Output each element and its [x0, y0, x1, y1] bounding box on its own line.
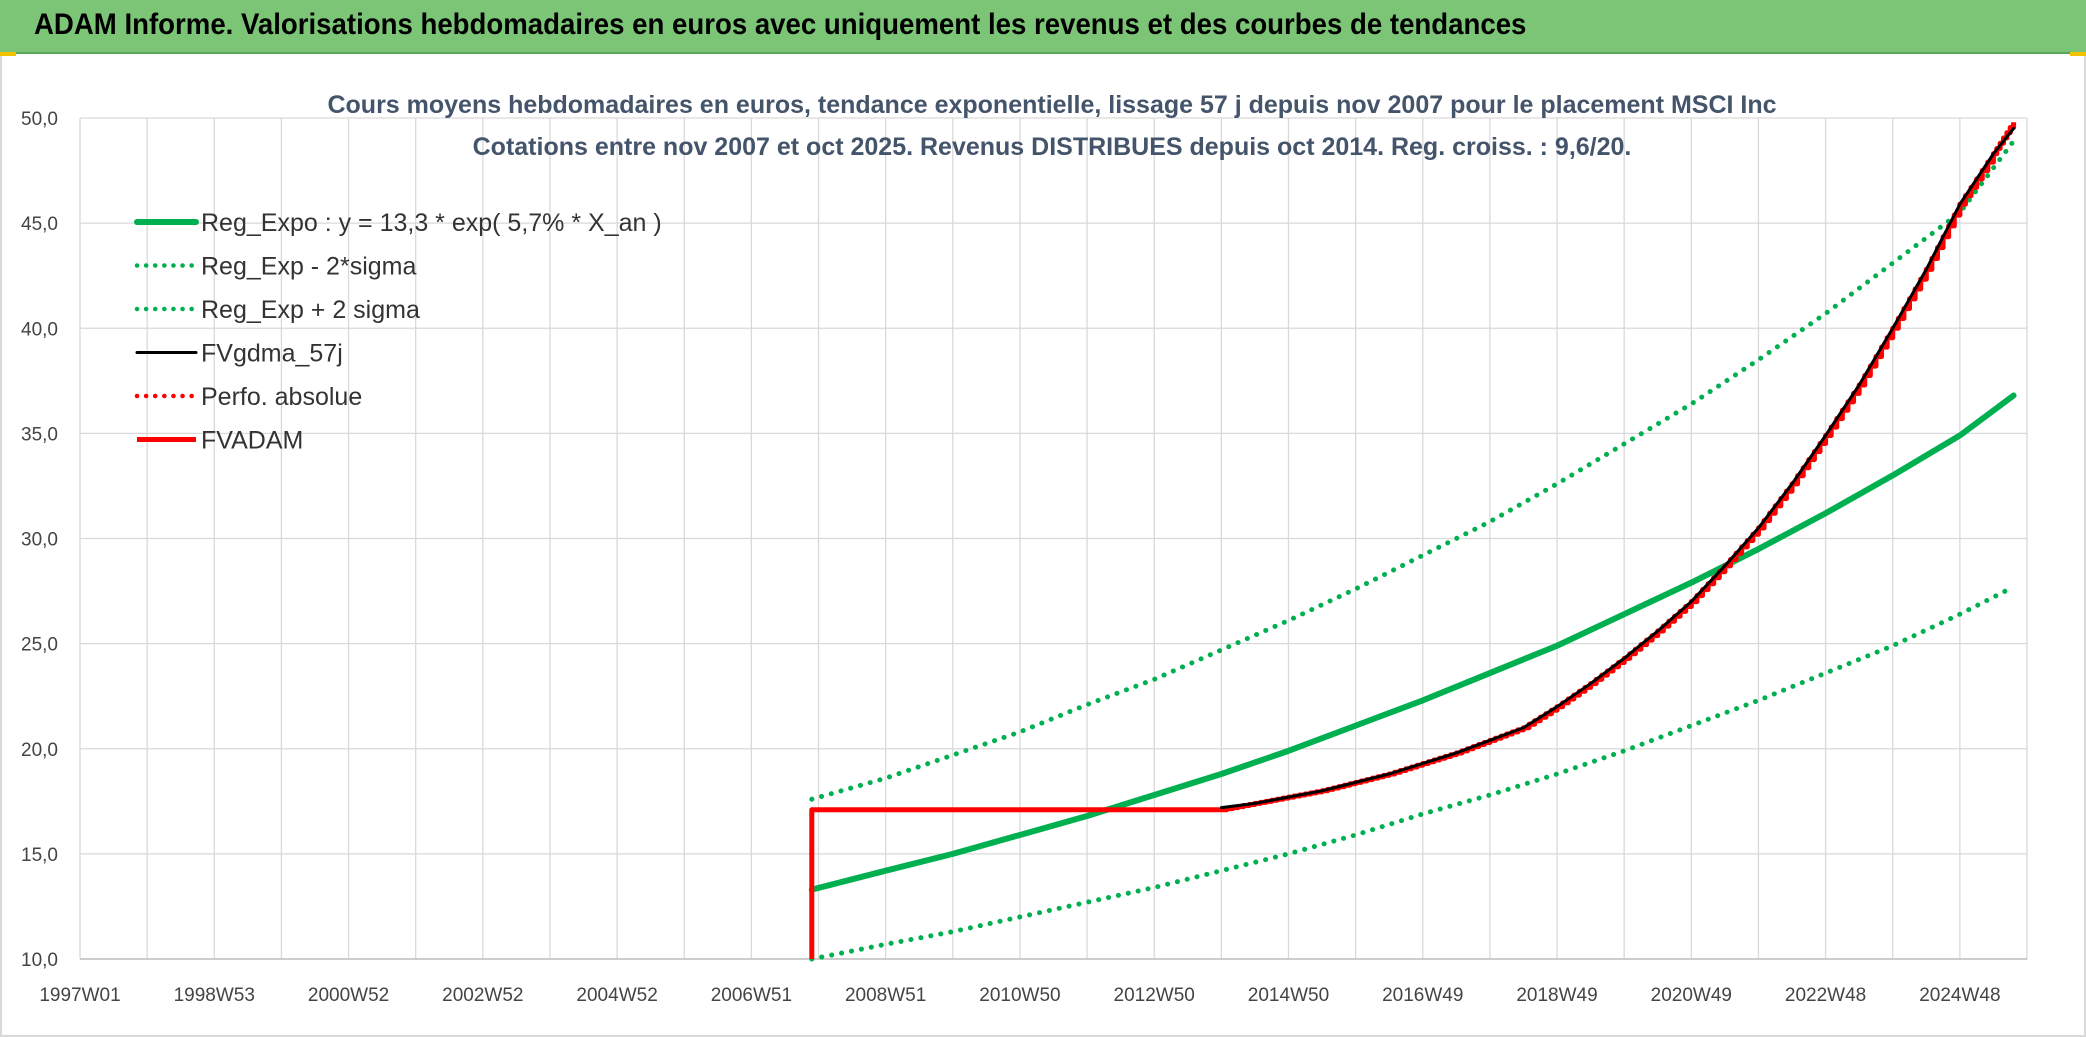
- x-tick-label: 2022W48: [1785, 985, 1866, 1006]
- legend-label: Reg_Exp + 2 sigma: [201, 296, 420, 324]
- x-tick-label: 2008W51: [845, 985, 926, 1006]
- x-tick-label: 2020W49: [1651, 985, 1732, 1006]
- y-tick-label: 20,0: [21, 740, 58, 761]
- y-tick-label: 15,0: [21, 845, 58, 866]
- x-axis-ticks: 1997W01 1998W53 2000W52 2002W52 2004W52 2006W…: [39, 985, 2000, 1006]
- y-tick-label: 35,0: [21, 424, 58, 445]
- legend-label: Reg_Expo : y = 13,3 * exp( 5,7% * X_an ): [201, 209, 662, 237]
- x-tick-label: 2024W48: [1919, 985, 2000, 1006]
- series-reg-exp-2-sigma-line: [809, 138, 2017, 802]
- series-reg-exp-2-sigma-line: [809, 584, 2017, 962]
- grid-lines: [79, 117, 2028, 960]
- chart-area: [0, 56, 2086, 1037]
- series-fvgdma-57j-line: [1219, 127, 2016, 810]
- x-tick-label: 1998W53: [174, 985, 255, 1006]
- corner-accent-top-left: [0, 52, 16, 58]
- y-tick-label: 40,0: [21, 319, 58, 340]
- x-tick-label: 2004W52: [576, 985, 657, 1006]
- chart-subtitle: Cotations entre nov 2007 et oct 2025. Re…: [473, 133, 1632, 161]
- x-tick-label: 2002W52: [442, 985, 523, 1006]
- chart-title: Cours moyens hebdomadaires en euros, ten…: [327, 91, 1776, 119]
- series-layer: [808, 122, 2017, 962]
- x-tick-label: 2012W50: [1114, 985, 1195, 1006]
- x-tick-label: 2010W50: [979, 985, 1060, 1006]
- x-tick-label: 2000W52: [308, 985, 389, 1006]
- legend-label: FVgdma_57j: [201, 340, 343, 368]
- series-reg-expo-y-13-3-exp-5-7-x-an-line: [808, 392, 2017, 893]
- x-tick-label: 2014W50: [1248, 985, 1329, 1006]
- legend-label: FVADAM: [201, 427, 303, 455]
- legend: Reg_Expo : y = 13,3 * exp( 5,7% * X_an )…: [134, 209, 662, 455]
- y-tick-label: 25,0: [21, 635, 58, 656]
- legend-label: Perfo. absolue: [201, 383, 362, 411]
- y-axis-ticks: 10,0 15,0 20,0 25,0 30,0 35,0 40,0 45,0 50,0: [21, 109, 58, 971]
- corner-accent-top-right: [2070, 52, 2086, 58]
- page-title: ADAM Informe. Valorisations hebdomadaire…: [34, 8, 1527, 41]
- page-header: ADAM Informe. Valorisations hebdomadaire…: [0, 0, 2086, 54]
- x-tick-label: 1997W01: [39, 985, 120, 1006]
- x-tick-label: 2018W49: [1516, 985, 1597, 1006]
- x-tick-label: 2016W49: [1382, 985, 1463, 1006]
- series-fvadam-line: [809, 122, 2017, 959]
- x-tick-label: 2006W51: [711, 985, 792, 1006]
- y-tick-label: 30,0: [21, 530, 58, 551]
- legend-label: Reg_Exp - 2*sigma: [201, 253, 416, 281]
- y-tick-label: 10,0: [21, 950, 58, 971]
- y-tick-label: 45,0: [21, 214, 58, 235]
- y-tick-label: 50,0: [21, 109, 58, 130]
